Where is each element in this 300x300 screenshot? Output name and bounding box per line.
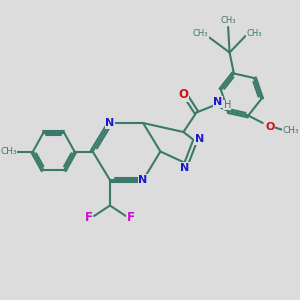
- Text: F: F: [127, 211, 135, 224]
- Text: O: O: [265, 122, 274, 133]
- Text: N: N: [180, 163, 190, 173]
- Text: CH₃: CH₃: [282, 126, 299, 135]
- Text: H: H: [224, 100, 231, 110]
- Text: CH₃: CH₃: [0, 147, 17, 156]
- Text: N: N: [105, 118, 115, 128]
- Text: CH₃: CH₃: [221, 16, 236, 25]
- Text: N: N: [139, 175, 148, 185]
- Text: N: N: [195, 134, 204, 145]
- Text: O: O: [178, 88, 188, 101]
- Text: N: N: [213, 97, 223, 107]
- Text: F: F: [85, 211, 93, 224]
- Text: CH₃: CH₃: [247, 28, 262, 38]
- Text: CH₃: CH₃: [193, 29, 208, 38]
